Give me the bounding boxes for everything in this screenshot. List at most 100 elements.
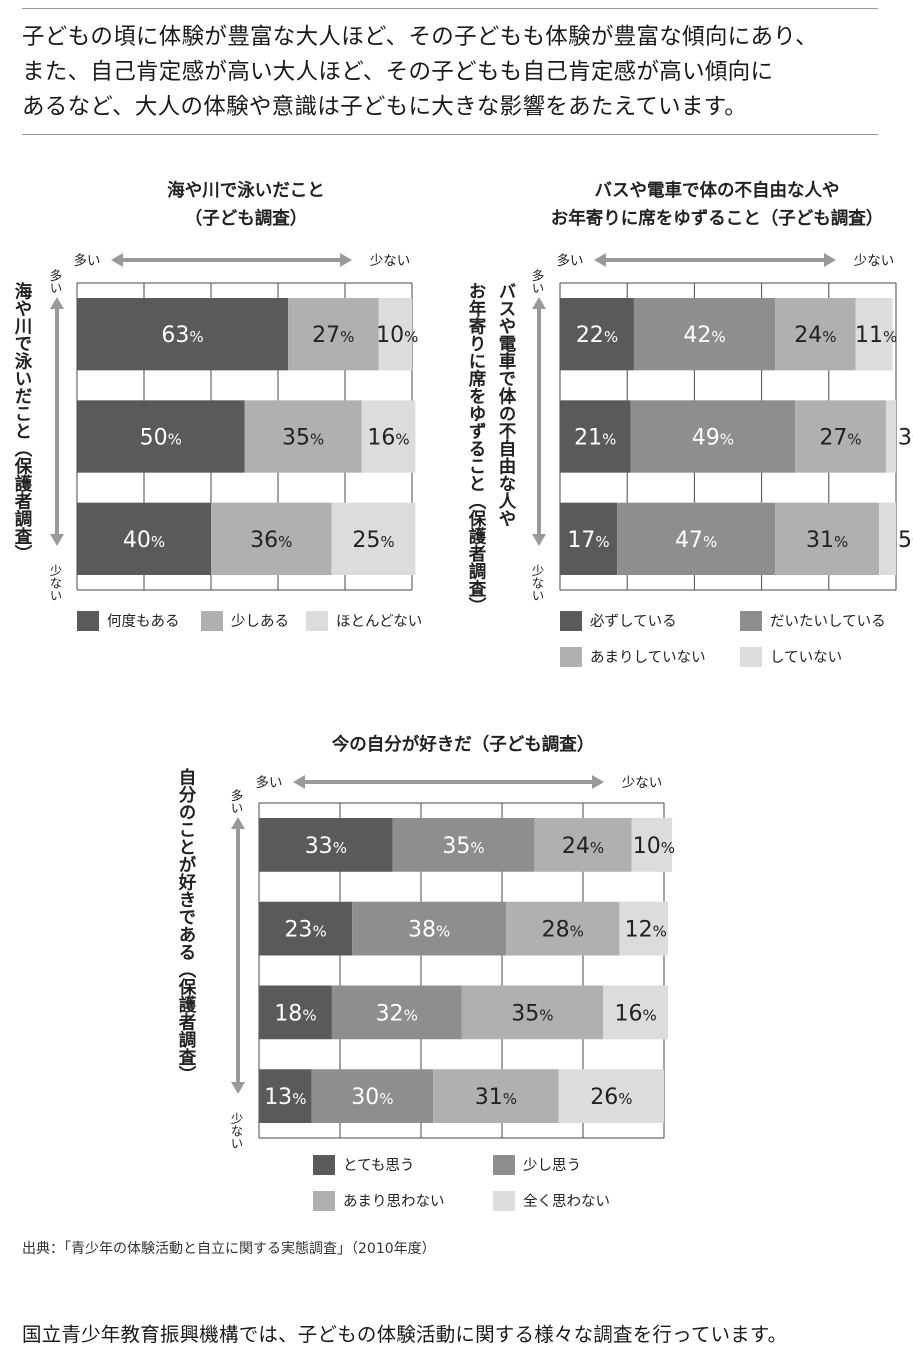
chart3-top-less-label: 少ない (622, 775, 663, 791)
chart1-top-arrow-head-left (111, 253, 123, 267)
chart1-bar-r2-s1 (77, 400, 245, 473)
chart3-top-arrow-head-left (293, 775, 305, 789)
chart3-top-more-label: 多い (256, 774, 283, 791)
chart2-value-r2-s3: 27% (819, 426, 861, 451)
chart1-legend-swatch-1 (77, 611, 99, 631)
chart2-bar-r3-s3 (775, 502, 880, 575)
chart2-top-arrow-head-left (594, 253, 606, 267)
chart1-side-label-line-1: 海や川で泳いだこと（保護者調査） (12, 281, 33, 562)
intro-bottom-rule (22, 134, 878, 135)
chart2-title-line-2: お年寄りに席をゆずること（子ども調査） (551, 208, 884, 229)
chart2-bar-r2-s1 (560, 400, 631, 473)
chart3-bar-r1-s4 (631, 818, 673, 872)
chart2-value-r3-s3: 31% (806, 528, 848, 553)
chart2-value-r3-s4: 5% (898, 528, 913, 553)
chart2-bar-r3-s4 (879, 502, 896, 575)
chart1-legend-swatch-2 (201, 611, 223, 631)
chart1-value-r2-s2: 35% (282, 426, 324, 451)
chart2-value-r1-s1: 22% (576, 323, 618, 348)
chart1-side-less-label: 少ない (48, 564, 63, 602)
chart3-bar-r4-s1 (259, 1069, 312, 1123)
chart2-bar-r3-s1 (560, 502, 618, 575)
chart2-bar-r2-s3 (795, 400, 886, 473)
chart2-side-less-label: 少ない (530, 564, 545, 602)
chart2-value-r2-s1: 21% (574, 426, 616, 451)
chart2-value-r1-s3: 24% (794, 323, 836, 348)
chart1-bar-r1-s1 (77, 298, 289, 371)
chart3-value-r1-s3: 24% (562, 834, 604, 859)
chart2-bar-r2-s2 (630, 400, 796, 473)
chart2-side-label-line-1: バスや電車で体の不自由な人や (496, 282, 516, 527)
chart3-value-r3-s2: 32% (376, 1001, 418, 1026)
chart2-bar-r1-s3 (775, 298, 856, 371)
chart2-bar-r1-s4 (855, 298, 893, 371)
chart3-value-r2-s1: 23% (284, 918, 326, 943)
intro-line-2: また、自己肯定感が高い大人ほど、その子どもも自己肯定感が高い傾向に (22, 59, 774, 85)
chart1-bar-r3-s1 (77, 502, 211, 575)
chart1-legend-swatch-3 (306, 611, 328, 631)
chart1-value-r3-s3: 25% (352, 528, 394, 553)
chart3-bar-r1-s2 (392, 818, 535, 872)
chart1-value-r1-s2: 27% (312, 323, 354, 348)
chart2-legend-label-1: 必ずしている (590, 613, 677, 630)
chart3-bar-r4-s4 (558, 1069, 664, 1123)
chart3-side-arrow-head-down (231, 1082, 245, 1094)
chart2-value-r3-s1: 17% (567, 528, 609, 553)
chart2-title-line-1: バスや電車で体の不自由な人や (595, 180, 840, 201)
chart2-top-less-label: 少ない (854, 253, 895, 269)
charts-canvas: 海や川で泳いだこと（子ども調査）多い 少ない多い少ない海や川で泳いだこと（保護者調… (12, 180, 913, 1211)
chart2-value-r1-s4: 11% (855, 323, 897, 348)
chart1-bar-r1-s3 (378, 298, 412, 371)
chart1-value-r2-s1: 50% (140, 426, 182, 451)
chart3-value-r4-s4: 26% (590, 1085, 632, 1110)
chart1-top-more-label: 多い (74, 252, 101, 269)
chart3-legend-label-3: あまり思わない (343, 1193, 445, 1210)
source-note: 出典：「青少年の体験活動と自立に関する実態調査」（2010年度） (22, 1241, 436, 1257)
chart3-bar-r4-s3 (433, 1069, 559, 1123)
chart3-value-r2-s3: 28% (542, 918, 584, 943)
chart2-legend-label-2: だいたいしている (770, 613, 886, 630)
chart2-value-r1-s2: 42% (683, 323, 725, 348)
chart1-bar-r1-s2 (288, 298, 379, 371)
chart3-bar-r2-s2 (352, 901, 507, 956)
chart3-legend-swatch-1 (313, 1155, 335, 1175)
chart3-side-less-label: 少ない (229, 1112, 244, 1150)
chart3-value-r3-s4: 16% (615, 1001, 657, 1026)
chart3-top-arrow-head-right (592, 775, 604, 789)
top-rule (22, 8, 878, 9)
chart2-side-arrow-head-down (532, 534, 546, 546)
intro-text: 子どもの頃に体験が豊富な大人ほど、その子どもも体験が豊富な傾向にあり、 また、自… (22, 20, 892, 125)
chart3-title-line-1: 今の自分が好きだ（子ども調査） (331, 734, 595, 755)
chart2-legend-swatch-2 (740, 611, 762, 631)
chart2-side-arrow-head-up (532, 297, 546, 309)
chart1-bar-r3-s3 (331, 502, 416, 575)
chart1-value-r3-s2: 36% (250, 528, 292, 553)
chart3-legend-label-1: とても思う (343, 1157, 414, 1174)
chart2-bar-r2-s4 (885, 400, 896, 473)
chart1-value-r1-s1: 63% (161, 323, 203, 348)
chart2-value-r2-s4: 3% (898, 426, 913, 451)
chart2-value-r2-s2: 49% (692, 426, 734, 451)
chart3-bar-r1-s1 (259, 818, 393, 872)
chart2-bar-r1-s1 (560, 298, 634, 371)
chart2-legend-swatch-3 (560, 647, 582, 667)
chart3-bar-r2-s4 (619, 901, 669, 956)
chart1-value-r2-s3: 16% (367, 426, 409, 451)
chart1-side-arrow-head-down (50, 534, 64, 546)
chart3-legend-label-2: 少し思う (523, 1157, 581, 1174)
chart2-legend-swatch-1 (560, 611, 582, 631)
chart1-value-r3-s1: 40% (123, 528, 165, 553)
chart3-side-label-line-1: 自分のことが好きである（保護者調査） (176, 767, 197, 1083)
chart2-legend-label-3: あまりしていない (590, 649, 706, 666)
chart3-value-r1-s1: 33% (305, 834, 347, 859)
chart1-title-line-2: （子ども調査） (185, 208, 308, 229)
chart3-bar-r1-s3 (534, 818, 632, 872)
chart3-value-r4-s1: 13% (264, 1085, 306, 1110)
chart3-bar-r2-s3 (506, 901, 620, 956)
chart1-bar-r2-s2 (244, 400, 362, 473)
chart1-side-arrow-head-up (50, 297, 64, 309)
chart3-value-r1-s4: 10% (633, 834, 675, 859)
chart3-bar-r4-s2 (311, 1069, 434, 1123)
chart1-value-r1-s3: 10% (376, 323, 418, 348)
chart3-value-r2-s4: 12% (625, 918, 667, 943)
